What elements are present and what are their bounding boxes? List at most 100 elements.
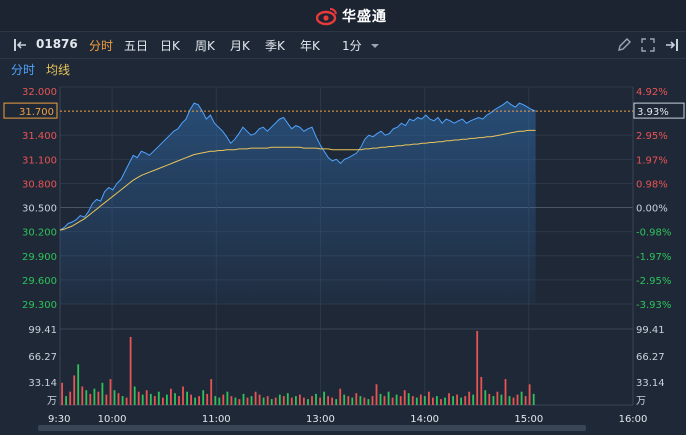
chart-toolbar: 01876 分时 五日 日K 周K 月K 季K 年K 1分 [0,32,686,59]
volume-tick-label-right: 66.27 [636,352,665,363]
volume-bar [278,394,281,405]
volume-bar [315,393,317,405]
x-tick-label: 14:00 [410,414,439,425]
volume-bar [157,391,160,405]
collapse-sidebar-icon[interactable] [12,37,28,53]
volume-bar [436,396,438,405]
volume-bar [387,391,390,405]
volume-tick-label-right: 99.41 [636,325,665,336]
volume-bar [230,396,233,405]
volume-bar [403,390,406,405]
volume-bar [415,397,418,405]
current-price-box [3,102,58,119]
volume-bar [117,393,120,405]
volume-bar [222,394,225,405]
tab-weekly-k[interactable]: 周K [195,39,215,53]
volume-bar [109,379,112,405]
volume-bar [476,331,479,405]
pct-tick-label: 4.92% [636,87,668,98]
volume-bar [190,394,192,405]
price-area [60,101,536,304]
volume-bar [121,396,124,405]
volume-bar [407,393,410,405]
volume-bar [343,394,346,405]
volume-bar [170,388,172,405]
legend-average-line[interactable]: 均线 [46,63,71,77]
fullscreen-icon[interactable] [640,37,656,53]
pct-tick-label: -3.93% [636,300,671,311]
volume-tick-label-right: 万 [636,396,646,407]
volume-bar [145,390,148,405]
volume-bar [97,391,100,405]
volume-bar [218,397,221,405]
stock-code: 01876 [36,37,78,51]
volume-bar [182,386,184,405]
intraday-chart[interactable]: 32.000 31.400 31.100 30.800 30.500 30.200 29.9… [0,79,686,431]
chart-svg[interactable]: 32.000 31.400 31.100 30.800 30.500 30.200 29.9… [0,79,686,431]
tab-intraday[interactable]: 分时 [89,39,114,53]
tab-monthly-k[interactable]: 月K [230,39,250,53]
tab-daily-k[interactable]: 日K [160,39,180,53]
interval-select[interactable]: 1分 [342,37,380,54]
volume-bar [141,394,144,405]
volume-bar [423,396,426,405]
volume-bar [379,393,382,405]
volume-bar [347,396,350,405]
legend-bar: 分时 均线 [0,59,686,79]
axis-labels: 32.000 31.400 31.100 30.800 30.500 30.200 29.9… [3,87,685,425]
volume-bar [186,391,188,405]
volume-tick-label-left: 66.27 [28,352,57,363]
volume-bar [355,393,358,405]
volume-bar [262,397,265,405]
volume-bar [520,391,523,405]
volume-bar [105,394,108,405]
volume-bar [411,396,414,405]
volume-bar [295,396,297,405]
volume-bar [113,390,116,405]
volume-bar [452,396,454,405]
time-scrollbar[interactable] [38,425,586,431]
expand-panel-icon[interactable] [664,37,680,53]
volume-bar [399,396,402,405]
tab-five-day[interactable]: 五日 [124,39,149,53]
volume-bar [496,391,499,405]
volume-bar [307,399,309,405]
volume-bar [448,393,450,405]
volume-bar [472,394,475,405]
x-tick-label: 15:00 [514,414,543,425]
price-tick-label: 29.900 [22,252,57,263]
tab-yearly-k[interactable]: 年K [300,39,320,53]
x-tick-label: 10:00 [98,414,127,425]
volume-bar [383,396,386,405]
tab-quarterly-k[interactable]: 季K [265,39,285,53]
legend-price-line[interactable]: 分时 [11,63,36,77]
volume-bar [395,394,398,405]
top-bar: 华盛通 [0,0,686,32]
volume-bar [133,386,136,405]
volume-bar [444,397,446,405]
volume-bar [286,393,289,405]
volume-bar [331,397,333,405]
volume-bar [428,391,430,405]
price-area-fill [60,101,536,304]
volume-bar [89,393,92,405]
brand-logo-icon [316,8,337,26]
chevron-down-icon [371,44,380,48]
volume-bar [351,397,354,405]
volume-bar [339,388,342,405]
volume-bar [69,391,72,405]
volume-bar [202,390,205,405]
volume-bar [162,397,164,405]
volume-tick-label-right: 33.14 [636,378,665,389]
volume-bar [319,397,321,405]
current-pct-box [633,102,685,119]
volume-bar [528,384,531,405]
volume-bar [178,396,180,405]
draw-pencil-icon[interactable] [616,37,632,53]
pct-tick-label: 0.00% [636,204,668,215]
volume-bar [468,391,471,405]
volume-bar [516,394,519,405]
volume-bars [61,331,535,405]
volume-bar [226,391,229,405]
price-tick-label: 30.500 [22,204,57,215]
